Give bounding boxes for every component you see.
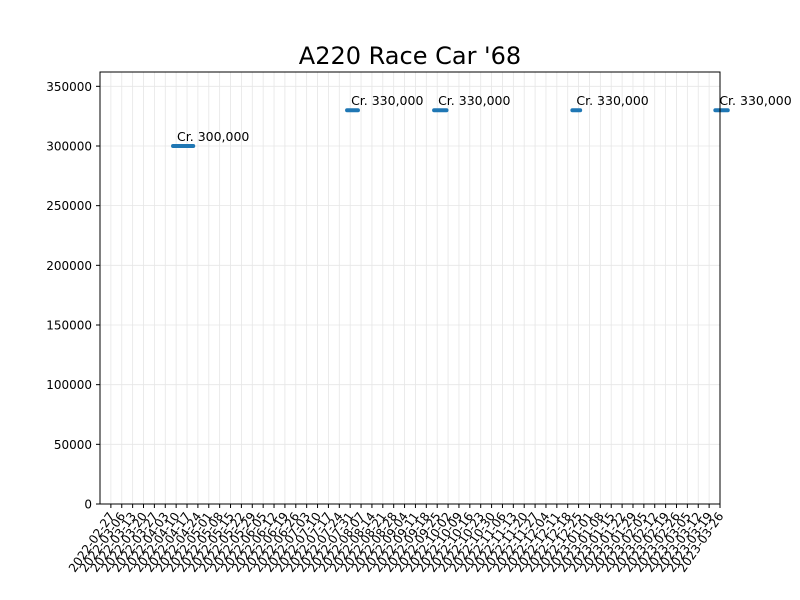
price-annotation: Cr. 330,000 — [438, 93, 510, 108]
y-tick-label: 300000 — [46, 139, 92, 153]
y-tick-label: 150000 — [46, 318, 92, 332]
y-tick-label: 250000 — [46, 199, 92, 213]
y-tick-label: 200000 — [46, 259, 92, 273]
axes: 0 50000 100000 150000 200000 250000 300000 3500… — [46, 80, 726, 575]
y-tick-label: 100000 — [46, 378, 92, 392]
price-annotation: Cr. 330,000 — [576, 93, 648, 108]
price-annotation: Cr. 330,000 — [719, 93, 791, 108]
y-tick-label: 350000 — [46, 80, 92, 94]
price-annotation: Cr. 300,000 — [177, 129, 249, 144]
grid — [100, 72, 721, 505]
data-labels: Cr. 300,000 Cr. 330,000 Cr. 330,000 Cr. 330… — [177, 93, 792, 144]
y-tick-label: 50000 — [54, 438, 92, 452]
chart-title: A220 Race Car '68 — [299, 42, 521, 70]
plot-frame — [99, 71, 721, 505]
y-tick-label: 0 — [84, 498, 92, 512]
data-marks — [171, 108, 730, 148]
price-annotation: Cr. 330,000 — [351, 93, 423, 108]
